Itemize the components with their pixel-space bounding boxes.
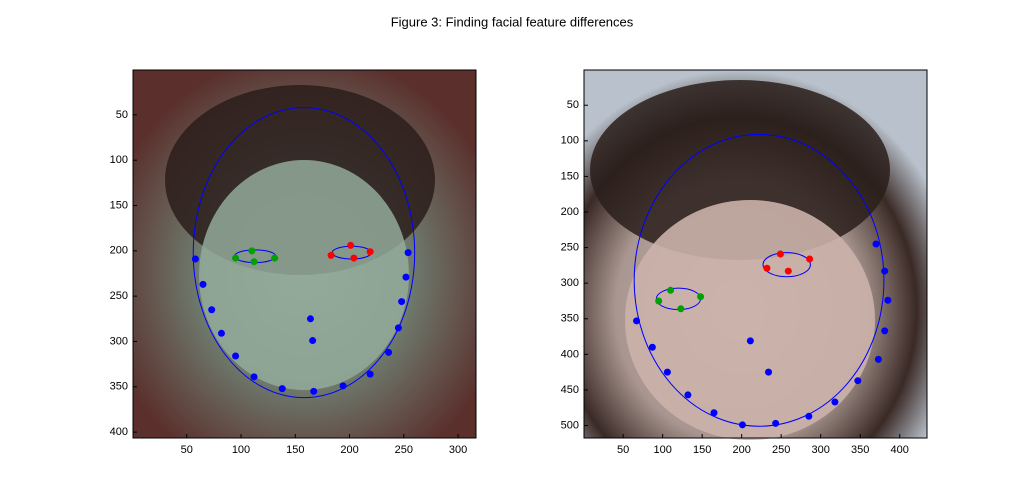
feature-point	[763, 264, 771, 272]
x-tick-label: 150	[286, 444, 304, 456]
fitted-ellipse	[762, 252, 811, 278]
feature-point	[831, 398, 839, 406]
feature-point	[772, 419, 780, 427]
x-tick-label: 100	[653, 444, 671, 456]
x-tick-label: 100	[232, 444, 250, 456]
feature-point	[884, 296, 892, 304]
feature-point	[776, 250, 784, 258]
x-tick-label: 250	[772, 444, 790, 456]
feature-point	[806, 255, 814, 263]
y-tick-label: 500	[561, 419, 579, 431]
feature-point	[765, 368, 773, 376]
feature-point	[248, 247, 256, 255]
y-tick-label: 350	[110, 381, 128, 393]
feature-point	[746, 337, 754, 345]
x-tick-label: 350	[851, 444, 869, 456]
feature-point	[250, 373, 258, 381]
feature-point	[663, 368, 671, 376]
x-tick-label: 300	[812, 444, 830, 456]
y-tick-label: 250	[561, 242, 579, 254]
feature-point	[402, 273, 410, 281]
y-tick-label: 100	[561, 135, 579, 147]
figure-title: Figure 3: Finding facial feature differe…	[391, 14, 634, 29]
feature-point	[350, 254, 358, 262]
feature-point	[271, 254, 279, 262]
feature-point	[738, 421, 746, 429]
feature-point	[306, 315, 314, 323]
feature-point	[874, 355, 882, 363]
feature-point	[805, 412, 813, 420]
feature-point	[191, 255, 199, 263]
y-tick-label: 250	[110, 290, 128, 302]
feature-point	[633, 317, 641, 325]
y-tick-label: 400	[110, 426, 128, 438]
feature-point	[697, 293, 705, 301]
x-tick-label: 400	[891, 444, 909, 456]
feature-point	[881, 327, 889, 335]
feature-point	[667, 286, 675, 294]
feature-point	[684, 391, 692, 399]
feature-point	[872, 240, 880, 248]
y-tick-label: 100	[110, 154, 128, 166]
y-tick-label: 450	[561, 384, 579, 396]
feature-point	[339, 382, 347, 390]
feature-point	[232, 254, 240, 262]
fitted-ellipse	[633, 133, 885, 427]
y-tick-label: 200	[561, 206, 579, 218]
y-tick-label: 200	[110, 245, 128, 257]
fitted-ellipse	[192, 107, 416, 399]
feature-point	[394, 324, 402, 332]
feature-point	[385, 348, 393, 356]
x-tick-label: 200	[340, 444, 358, 456]
x-tick-label: 250	[395, 444, 413, 456]
hair	[590, 80, 890, 260]
feature-point	[655, 297, 663, 305]
feature-point	[677, 305, 685, 313]
feature-point	[398, 298, 406, 306]
feature-point	[278, 385, 286, 393]
y-tick-label: 150	[561, 170, 579, 182]
x-tick-label: 300	[449, 444, 467, 456]
feature-point	[309, 337, 317, 345]
feature-point	[310, 387, 318, 395]
axes-box	[583, 69, 928, 439]
x-tick-label: 50	[617, 444, 629, 456]
feature-point	[404, 249, 412, 257]
feature-point	[217, 329, 225, 337]
axes-box	[132, 69, 477, 439]
y-tick-label: 300	[561, 277, 579, 289]
feature-point	[648, 343, 656, 351]
y-tick-label: 50	[567, 99, 579, 111]
feature-point	[327, 251, 335, 259]
feature-point	[232, 352, 240, 360]
x-tick-label: 200	[732, 444, 750, 456]
feature-point	[250, 258, 258, 266]
y-tick-label: 350	[561, 313, 579, 325]
feature-point	[710, 409, 718, 417]
x-tick-label: 50	[181, 444, 193, 456]
feature-point	[208, 306, 216, 314]
y-tick-label: 400	[561, 348, 579, 360]
feature-point	[366, 248, 374, 256]
feature-point	[881, 267, 889, 275]
feature-point	[347, 241, 355, 249]
y-tick-label: 150	[110, 199, 128, 211]
feature-point	[854, 377, 862, 385]
feature-point	[199, 280, 207, 288]
face	[199, 160, 409, 390]
y-tick-label: 300	[110, 335, 128, 347]
y-tick-label: 50	[116, 109, 128, 121]
x-tick-label: 150	[693, 444, 711, 456]
feature-point	[366, 370, 374, 378]
feature-point	[784, 267, 792, 275]
